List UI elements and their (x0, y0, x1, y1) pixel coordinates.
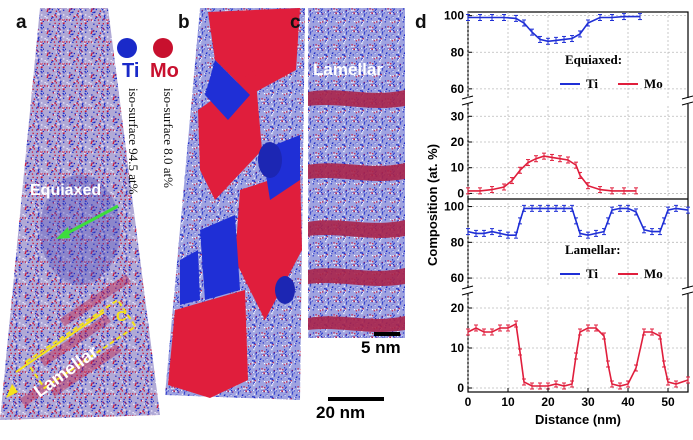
ytick-label: 30 (451, 109, 465, 123)
ti-isosurface (200, 215, 240, 300)
ti-legend-dot (117, 38, 137, 58)
scalebar-5nm (374, 332, 400, 336)
ti-isosurface (205, 60, 250, 120)
ytick-label: 100 (444, 200, 464, 214)
axis-break-gap (682, 98, 693, 104)
chart-label: Lamellar: (565, 242, 621, 257)
axis-break-mark (461, 291, 474, 296)
axis-break-mark (681, 95, 693, 100)
green-arrow-head (56, 227, 70, 239)
legend-label-ti: Ti (586, 266, 598, 281)
ytick-label: 20 (451, 301, 465, 315)
lamella-band (19, 354, 91, 407)
y-axis-label: Composition (at. %) (425, 144, 440, 266)
green-arrow-line (61, 204, 119, 238)
xtick-label: 20 (541, 395, 555, 409)
panel-d-label: d (415, 12, 427, 33)
axis-break-mark (681, 101, 693, 106)
ytick-label: 100 (444, 9, 464, 23)
legend-label-ti: Ti (586, 76, 598, 91)
lamella-band (308, 268, 405, 286)
equiaxed-region (40, 175, 120, 285)
series-line-ti (467, 207, 689, 237)
box-c-arrowhead (6, 384, 18, 398)
box-c-label: C (116, 308, 127, 325)
lamella-band (308, 90, 405, 108)
ytick-label: 60 (451, 82, 465, 96)
axis-break-gap (462, 288, 474, 294)
axis-break-gap (682, 288, 693, 294)
lamella-band (59, 274, 131, 327)
series-line-mo (468, 155, 636, 192)
panel-c-label: c (290, 12, 301, 33)
ti-isosurface (275, 276, 295, 304)
chart-label: Equiaxed: (565, 52, 622, 67)
mo-legend-label: Mo (150, 60, 179, 82)
xtick-label: 10 (501, 395, 515, 409)
ytick-label: 80 (451, 45, 465, 59)
legend-label-mo: Mo (644, 76, 663, 91)
lamella-band (308, 220, 405, 238)
axis-break-mark (681, 285, 693, 290)
scalebar-5nm-label: 5 nm (361, 338, 401, 357)
ytick-label: 0 (457, 186, 464, 200)
lamella-band (308, 163, 405, 181)
ti-isosurface (258, 142, 282, 178)
xtick-label: 50 (661, 395, 675, 409)
box-c-axis (15, 311, 105, 373)
mo-isosurface (235, 170, 302, 320)
plot-frame (467, 11, 689, 393)
lamella-band (308, 316, 405, 332)
ytick-label: 80 (451, 235, 465, 249)
box-c-outline (25, 298, 137, 390)
lamella-band (39, 314, 111, 367)
scalebar-20nm (328, 397, 384, 401)
ytick-label: 10 (451, 341, 465, 355)
mo-isosurface (208, 8, 300, 95)
xtick-label: 30 (581, 395, 595, 409)
ti-isosurface (180, 250, 200, 305)
legend-label-mo: Mo (644, 266, 663, 281)
ytick-label: 60 (451, 271, 465, 285)
ytick-label: 0 (457, 381, 464, 395)
series-line-mo (467, 322, 689, 387)
panel-a-label: a (16, 12, 27, 33)
axis-break-mark (461, 95, 474, 100)
axis-break-mark (681, 291, 693, 296)
panel-a-needle (0, 8, 160, 420)
scalebar-20nm-label: 20 nm (316, 403, 366, 422)
panel-b-label: b (178, 12, 190, 33)
xtick-label: 40 (621, 395, 635, 409)
mo-isosurface (168, 290, 248, 398)
mo-legend-dot (153, 38, 173, 58)
ti-legend-label: Ti (122, 60, 140, 82)
equiaxed-label: Equiaxed (30, 182, 102, 199)
lamellar-label-c: Lamellar (313, 60, 383, 79)
x-axis-label: Distance (nm) (535, 412, 621, 427)
ytick-label: 10 (451, 161, 465, 175)
series-line-ti (468, 15, 640, 43)
lamella-band (49, 344, 121, 397)
axis-break-mark (461, 285, 474, 290)
axis-break-gap (462, 98, 474, 104)
axis-break-mark (461, 101, 474, 106)
xtick-label: 0 (465, 395, 472, 409)
ytick-label: 20 (451, 135, 465, 149)
